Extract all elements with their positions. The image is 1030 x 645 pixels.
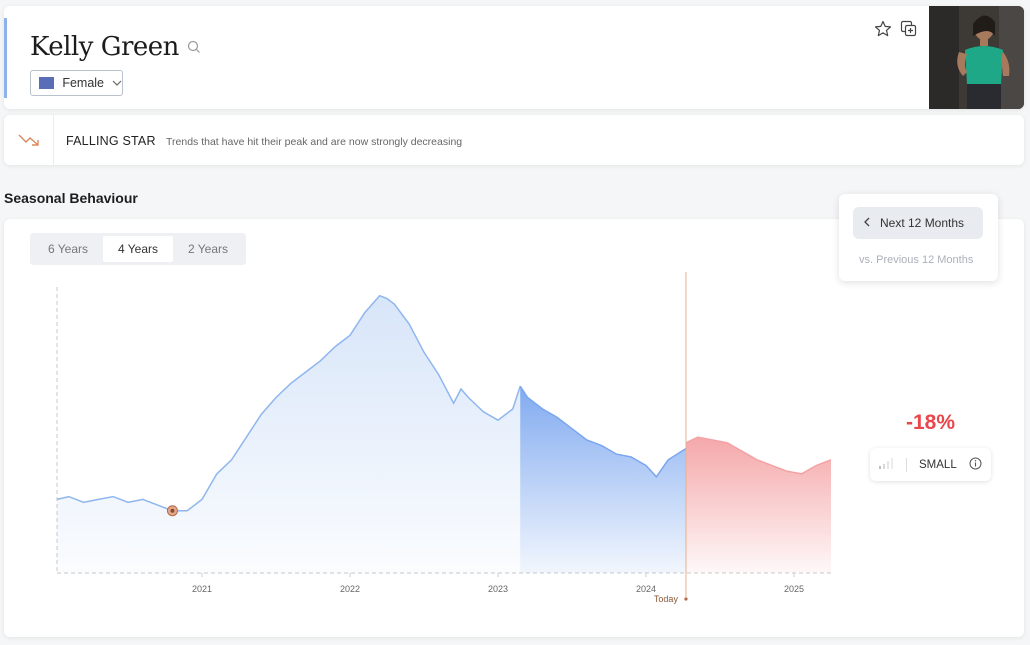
add-to-collection-icon[interactable] — [900, 20, 918, 43]
today-dot — [684, 597, 688, 601]
trend-image — [929, 6, 1024, 109]
trend-category-title: FALLING STAR — [66, 134, 156, 148]
low-point-marker-center — [170, 508, 175, 513]
header-accent-bar — [4, 18, 7, 98]
recent-line — [519, 385, 687, 478]
forecast-change: -18% — [906, 411, 956, 434]
trend-category-description: Trends that have hit their peak and are … — [166, 136, 463, 148]
range-selector: 6 Years 4 Years 2 Years — [30, 233, 246, 265]
today-label: Today — [654, 594, 679, 604]
x-tick-label-2023: 2023 — [488, 584, 508, 594]
forecast-line — [685, 436, 832, 475]
signal-bars-icon — [878, 457, 894, 472]
size-label: SMALL — [919, 458, 957, 471]
trend-header-card: Kelly Green Female — [4, 6, 1024, 109]
chevron-down-icon — [112, 76, 122, 90]
star-icon[interactable] — [874, 20, 892, 43]
gender-swatch — [39, 77, 55, 89]
previous-period-label: vs. Previous 12 Months — [859, 254, 974, 266]
search-icon[interactable] — [187, 40, 201, 59]
trend-category-card: FALLING STAR Trends that have hit their … — [4, 115, 1024, 165]
range-2-years[interactable]: 2 Years — [187, 242, 229, 256]
x-tick-label-2024: 2024 — [636, 584, 656, 594]
history-line — [56, 294, 521, 512]
recent-area — [520, 386, 686, 573]
history-area — [57, 295, 521, 573]
chevron-left-icon — [863, 216, 870, 230]
forecast-area — [685, 437, 831, 573]
divider — [906, 457, 907, 472]
gender-select[interactable]: Female — [30, 70, 123, 96]
next-12-months-label: Next 12 Months — [880, 216, 965, 230]
period-card: Next 12 Months vs. Previous 12 Months — [839, 194, 998, 281]
trend-size-badge: SMALL — [870, 448, 991, 481]
x-tick-label-2022: 2022 — [340, 584, 360, 594]
x-tick-label-2025: 2025 — [784, 584, 804, 594]
range-4-years[interactable]: 4 Years — [103, 236, 173, 262]
next-12-months-button[interactable]: Next 12 Months — [853, 207, 983, 239]
section-title: Seasonal Behaviour — [4, 190, 138, 206]
gender-label: Female — [62, 76, 104, 90]
trend-title: Kelly Green — [30, 32, 179, 62]
info-icon[interactable] — [969, 457, 982, 473]
x-tick-label-2021: 2021 — [192, 584, 212, 594]
range-6-years[interactable]: 6 Years — [47, 242, 89, 256]
falling-trend-icon — [4, 115, 54, 165]
